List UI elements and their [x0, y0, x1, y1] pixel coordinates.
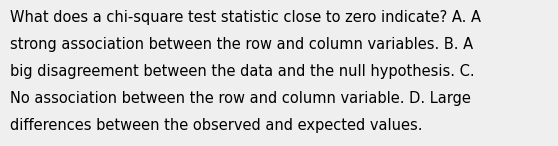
Text: big disagreement between the data and the null hypothesis. C.: big disagreement between the data and th… — [10, 64, 475, 79]
Text: No association between the row and column variable. D. Large: No association between the row and colum… — [10, 91, 471, 106]
Text: differences between the observed and expected values.: differences between the observed and exp… — [10, 118, 422, 133]
Text: strong association between the row and column variables. B. A: strong association between the row and c… — [10, 37, 473, 52]
Text: What does a chi-square test statistic close to zero indicate? A. A: What does a chi-square test statistic cl… — [10, 10, 481, 25]
